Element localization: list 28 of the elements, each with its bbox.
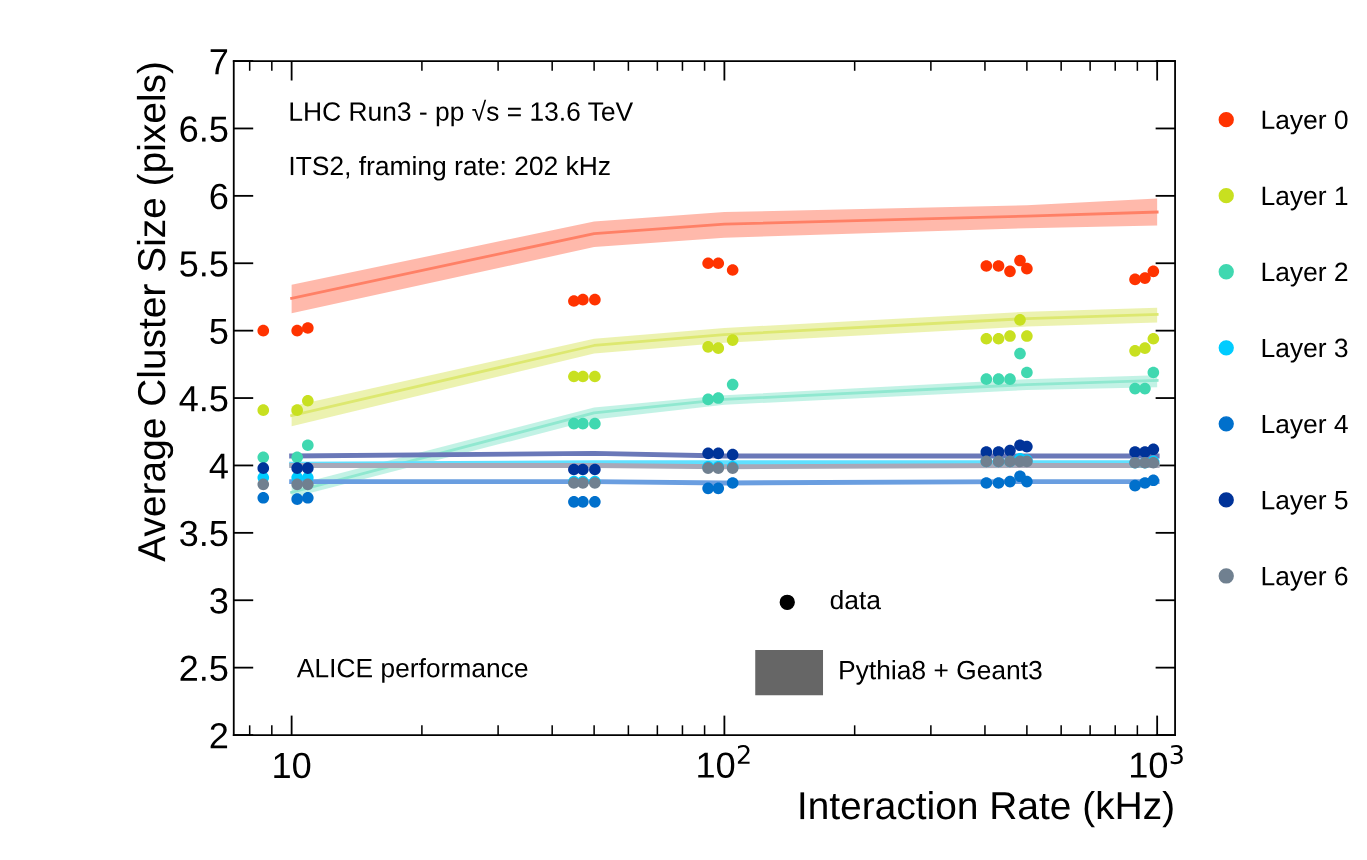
y-tick-label: 6 bbox=[210, 183, 228, 210]
y-tick-label: 6.5 bbox=[180, 116, 228, 142]
legend-label: Layer 2 bbox=[1262, 262, 1348, 287]
y-tick-label: 5.5 bbox=[180, 251, 228, 277]
annotation: Pythia8 + Geant3 bbox=[840, 660, 1042, 685]
y-tick-label: 3.5 bbox=[180, 520, 228, 547]
y-tick-label: 2 bbox=[210, 722, 228, 749]
y-axis-title: Average Cluster Size (pixels) bbox=[136, 63, 174, 562]
y-tick-label: 7 bbox=[210, 49, 228, 75]
annotation: ITS2, framing rate: 202 kHz bbox=[290, 155, 610, 181]
annotation: LHC Run3 - pp √s = 13.6 TeV bbox=[290, 99, 634, 127]
legend-label: Layer 6 bbox=[1262, 566, 1348, 591]
y-tick-label: 2.5 bbox=[180, 655, 228, 682]
x-axis-title: Interaction Rate (kHz) bbox=[800, 790, 1173, 828]
x-tick-label: 10$^{3}$ bbox=[1131, 745, 1183, 778]
x-tick-label: 10 bbox=[274, 752, 311, 779]
legend-label: Layer 3 bbox=[1262, 338, 1348, 363]
legend-label: Layer 0 bbox=[1262, 110, 1348, 135]
legend-label: Layer 5 bbox=[1262, 491, 1348, 515]
x-tick-label: 10$^{2}$ bbox=[698, 745, 750, 778]
legend-label: Layer 4 bbox=[1262, 414, 1348, 439]
y-tick-label: 3 bbox=[210, 588, 228, 614]
y-tick-label: 5 bbox=[210, 318, 228, 345]
legend-label: Layer 1 bbox=[1262, 186, 1348, 211]
annotation: data bbox=[830, 589, 881, 610]
y-tick-label: 4.5 bbox=[179, 386, 228, 412]
y-tick-label: 4 bbox=[209, 453, 228, 479]
annotation: ALICE performance bbox=[296, 658, 528, 683]
